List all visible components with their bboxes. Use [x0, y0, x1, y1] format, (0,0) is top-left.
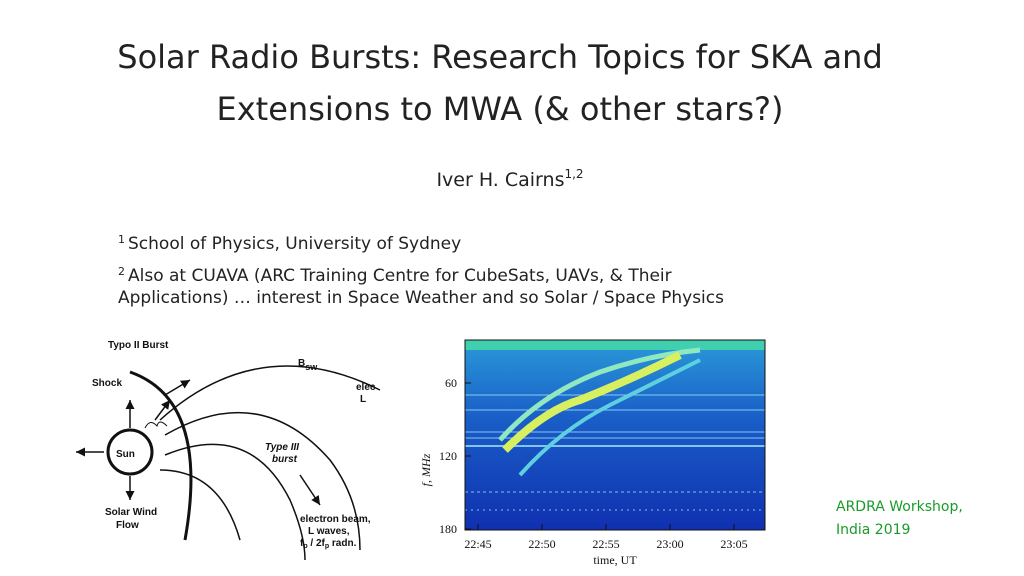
spectrogram — [464, 339, 766, 531]
affiliation: 1 School of Physics, University of Sydney — [118, 233, 461, 254]
diagram-label: p — [325, 543, 329, 550]
diagram-label: sw — [305, 362, 318, 372]
diagram-label: Flow — [116, 520, 139, 531]
x-tick-label: 22:50 — [528, 537, 555, 551]
diagram-label: Shock — [92, 378, 122, 389]
diagram-label: Sun — [116, 449, 135, 460]
title-line: Extensions to MWA (& other stars?) — [217, 90, 784, 128]
affiliation-mark: 1 — [118, 233, 125, 246]
diagram-label: Typo II Burst — [108, 340, 169, 351]
y-axis-label: f, MHz — [419, 453, 433, 486]
footer: India 2019 — [836, 522, 910, 538]
diagram-label: electron beam, — [300, 514, 371, 525]
affiliation-text: School of Physics, University of Sydney — [128, 234, 461, 254]
diagram-label: Bsw — [298, 358, 318, 372]
x-axis-label: time, UT — [593, 553, 637, 567]
y-tick-label: 60 — [445, 376, 457, 390]
x-tick-label: 23:00 — [656, 537, 683, 551]
diagram-label: radn. — [329, 538, 356, 549]
diagram-label: L waves, — [308, 526, 350, 537]
affiliation-text: Applications) … interest in Space Weathe… — [118, 288, 724, 308]
diagram-label: B — [298, 358, 305, 369]
affiliation: 2 Also at CUAVA (ARC Training Centre for … — [118, 265, 672, 286]
y-tick-label: 180 — [439, 522, 457, 536]
author-name: Iver H. Cairns — [436, 169, 564, 191]
diagram-label: burst — [272, 454, 298, 465]
diagram-label: fp / 2fp radn. — [300, 538, 357, 550]
diagram-label: Type III — [265, 442, 299, 453]
diagram-label: Solar Wind — [105, 507, 157, 518]
diagram-label: L — [360, 394, 366, 405]
diagram-label: / 2f — [308, 538, 326, 549]
diagram-label: elec — [356, 382, 376, 393]
title-line: Solar Radio Bursts: Research Topics for … — [117, 38, 883, 76]
x-tick-label: 22:45 — [464, 537, 491, 551]
x-tick-label: 23:05 — [720, 537, 747, 551]
diagram-label: p — [303, 543, 307, 550]
footer: ARDRA Workshop, — [836, 499, 963, 515]
author-sup: 1,2 — [564, 167, 583, 181]
x-tick-label: 22:55 — [592, 537, 619, 551]
y-tick-label: 120 — [439, 449, 457, 463]
affiliation-mark: 2 — [118, 265, 125, 278]
diagram-label: f — [300, 538, 304, 549]
affiliation-text: Also at CUAVA (ARC Training Centre for C… — [128, 266, 672, 286]
author: Iver H. Cairns1,2 — [436, 167, 583, 191]
diagram — [76, 365, 381, 561]
